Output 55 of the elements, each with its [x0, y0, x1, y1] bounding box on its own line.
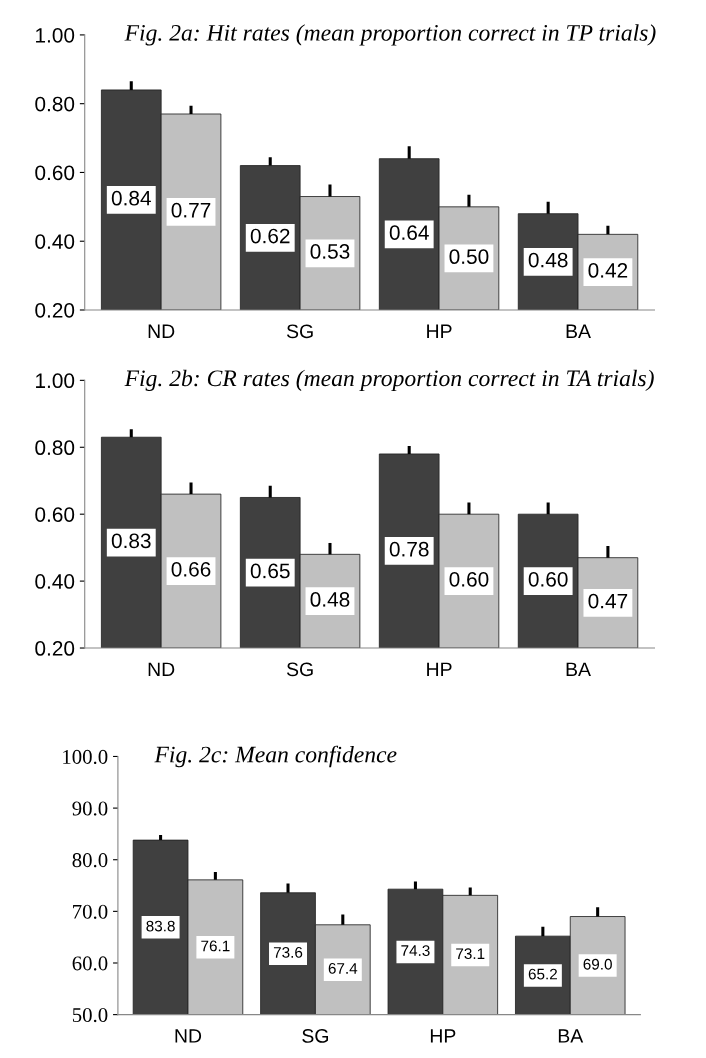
- data-label: 0.50: [449, 249, 489, 265]
- y-tick-label: 100.0: [63, 749, 108, 764]
- data-label: 83.8: [146, 920, 175, 932]
- y-tick-label: 1.00: [36, 27, 75, 43]
- x-tick-label: HP: [430, 1029, 456, 1043]
- chart-title: Fig. 2c: Mean confidence: [154, 745, 397, 768]
- data-label: 0.62: [250, 228, 290, 244]
- x-tick-label: ND: [175, 1029, 202, 1043]
- data-label: 0.42: [588, 263, 628, 278]
- y-tick-label: 50.0: [72, 1008, 108, 1023]
- y-tick-label: 0.60: [35, 507, 75, 522]
- x-tick-label: SG: [302, 1029, 328, 1043]
- data-label: 0.65: [250, 563, 290, 579]
- chart-title: Fig. 2b: CR rates (mean proportion correct in TA trials): [124, 369, 654, 392]
- y-tick-label: 0.40: [35, 234, 75, 249]
- data-label: 67.4: [328, 962, 358, 974]
- data-label: 73.1: [456, 948, 485, 960]
- x-tick-label: BA: [566, 662, 591, 677]
- y-tick-label: 0.20: [35, 641, 75, 656]
- y-tick-label: 0.80: [35, 440, 75, 456]
- data-label: 0.60: [449, 571, 489, 587]
- x-tick-label: HP: [427, 324, 452, 338]
- x-tick-label: BA: [566, 324, 591, 338]
- data-label: 0.53: [310, 244, 350, 259]
- y-tick-label: 0.80: [35, 96, 75, 112]
- data-label: 76.1: [201, 940, 230, 952]
- data-label: 65.2: [528, 968, 557, 980]
- x-tick-label: SG: [286, 662, 313, 677]
- x-tick-label: ND: [148, 662, 175, 677]
- y-tick-label: 1.00: [36, 373, 75, 389]
- data-label: 0.84: [111, 190, 151, 206]
- y-tick-label: 60.0: [72, 956, 108, 971]
- data-label: 69.0: [583, 958, 612, 970]
- chart-title: Fig. 2a: Hit rates (mean proportion correct in TP trials): [124, 24, 656, 46]
- data-label: 0.66: [171, 561, 211, 577]
- y-tick-label: 80.0: [72, 853, 108, 868]
- x-tick-label: HP: [427, 662, 452, 677]
- y-tick-label: 0.20: [35, 303, 75, 318]
- y-tick-label: 90.0: [72, 801, 108, 816]
- y-tick-label: 70.0: [73, 904, 108, 919]
- data-label: 73.6: [273, 946, 303, 958]
- x-tick-label: ND: [148, 324, 175, 338]
- x-tick-label: SG: [286, 324, 313, 339]
- data-label: 0.64: [389, 225, 429, 240]
- y-tick-label: 0.40: [35, 574, 75, 589]
- data-label: 0.48: [310, 592, 350, 607]
- data-label: 0.77: [171, 202, 211, 218]
- data-label: 0.47: [588, 593, 628, 609]
- data-label: 74.3: [401, 945, 430, 956]
- data-label: 0.78: [389, 541, 429, 557]
- data-label: 0.48: [528, 252, 568, 268]
- data-label: 0.83: [111, 533, 151, 549]
- y-tick-label: 0.60: [35, 165, 75, 181]
- x-tick-label: BA: [558, 1029, 584, 1043]
- data-label: 0.60: [528, 571, 568, 587]
